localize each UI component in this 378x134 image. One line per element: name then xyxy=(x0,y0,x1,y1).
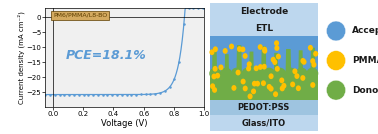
Bar xyxy=(210,21,318,36)
Ellipse shape xyxy=(243,53,248,59)
X-axis label: Voltage (V): Voltage (V) xyxy=(101,119,148,128)
Ellipse shape xyxy=(231,68,243,79)
Ellipse shape xyxy=(243,86,248,91)
Ellipse shape xyxy=(211,74,217,79)
Ellipse shape xyxy=(254,65,259,71)
Ellipse shape xyxy=(307,68,318,79)
Polygon shape xyxy=(225,54,229,77)
Ellipse shape xyxy=(296,68,307,79)
Bar xyxy=(210,3,318,21)
Polygon shape xyxy=(236,45,242,77)
Bar xyxy=(210,115,318,131)
Ellipse shape xyxy=(313,51,318,57)
Ellipse shape xyxy=(223,48,228,54)
Ellipse shape xyxy=(220,68,232,79)
Ellipse shape xyxy=(308,45,313,51)
Ellipse shape xyxy=(294,73,299,79)
Polygon shape xyxy=(212,49,217,77)
Ellipse shape xyxy=(279,77,284,83)
Ellipse shape xyxy=(252,81,257,87)
Ellipse shape xyxy=(242,68,254,79)
Text: Donor: Donor xyxy=(352,86,378,95)
Ellipse shape xyxy=(268,73,274,79)
Ellipse shape xyxy=(212,66,218,72)
Ellipse shape xyxy=(255,81,260,87)
Ellipse shape xyxy=(273,91,278,97)
Ellipse shape xyxy=(280,85,285,91)
Ellipse shape xyxy=(209,68,221,79)
Ellipse shape xyxy=(248,94,253,99)
Bar xyxy=(210,100,318,115)
Ellipse shape xyxy=(296,85,301,91)
Ellipse shape xyxy=(311,62,316,68)
Ellipse shape xyxy=(326,21,345,41)
Ellipse shape xyxy=(268,86,274,92)
Ellipse shape xyxy=(237,46,242,52)
Ellipse shape xyxy=(274,68,286,79)
Polygon shape xyxy=(274,53,278,77)
Ellipse shape xyxy=(246,66,251,71)
Polygon shape xyxy=(249,52,254,77)
Ellipse shape xyxy=(231,85,237,91)
Ellipse shape xyxy=(285,68,297,79)
Ellipse shape xyxy=(267,84,272,90)
Ellipse shape xyxy=(262,47,267,52)
Ellipse shape xyxy=(258,44,263,50)
Ellipse shape xyxy=(326,51,345,70)
Ellipse shape xyxy=(262,64,267,70)
Text: PMMA: PMMA xyxy=(352,56,378,65)
Ellipse shape xyxy=(213,46,218,52)
Ellipse shape xyxy=(302,59,307,65)
Polygon shape xyxy=(298,50,303,77)
Bar xyxy=(210,73,318,100)
Polygon shape xyxy=(285,49,291,77)
Bar xyxy=(210,36,318,100)
Ellipse shape xyxy=(272,59,277,65)
Ellipse shape xyxy=(281,83,287,89)
Ellipse shape xyxy=(292,68,297,74)
Ellipse shape xyxy=(310,82,315,88)
Ellipse shape xyxy=(274,40,279,46)
Ellipse shape xyxy=(253,68,264,79)
Ellipse shape xyxy=(210,83,215,89)
Ellipse shape xyxy=(301,58,305,64)
Ellipse shape xyxy=(240,79,246,84)
Text: PM6/PMMA/L8-BO: PM6/PMMA/L8-BO xyxy=(53,13,108,18)
Ellipse shape xyxy=(251,88,256,94)
Ellipse shape xyxy=(262,48,267,54)
Ellipse shape xyxy=(326,80,345,100)
Text: PEDOT:PSS: PEDOT:PSS xyxy=(238,103,290,112)
Ellipse shape xyxy=(212,87,217,93)
Text: ETL: ETL xyxy=(255,24,273,33)
Ellipse shape xyxy=(261,80,266,86)
Text: Glass/ITO: Glass/ITO xyxy=(242,118,286,127)
Ellipse shape xyxy=(310,58,315,64)
Ellipse shape xyxy=(275,66,280,72)
Polygon shape xyxy=(310,48,316,77)
Text: PCE=18.1%: PCE=18.1% xyxy=(65,49,146,62)
Ellipse shape xyxy=(274,45,279,51)
Ellipse shape xyxy=(218,64,223,70)
Ellipse shape xyxy=(263,68,275,79)
Ellipse shape xyxy=(290,81,295,87)
Ellipse shape xyxy=(209,49,214,55)
Y-axis label: Current density (mA cm⁻²): Current density (mA cm⁻²) xyxy=(17,11,25,104)
Text: Electrode: Electrode xyxy=(240,7,288,16)
Ellipse shape xyxy=(258,64,263,70)
Ellipse shape xyxy=(247,61,252,67)
Ellipse shape xyxy=(300,75,305,81)
Ellipse shape xyxy=(235,70,241,75)
Ellipse shape xyxy=(229,44,234,49)
Ellipse shape xyxy=(215,73,220,79)
Ellipse shape xyxy=(240,46,245,52)
Polygon shape xyxy=(261,46,266,77)
Ellipse shape xyxy=(271,57,276,63)
Text: Acceptor: Acceptor xyxy=(352,27,378,36)
Ellipse shape xyxy=(276,54,281,59)
